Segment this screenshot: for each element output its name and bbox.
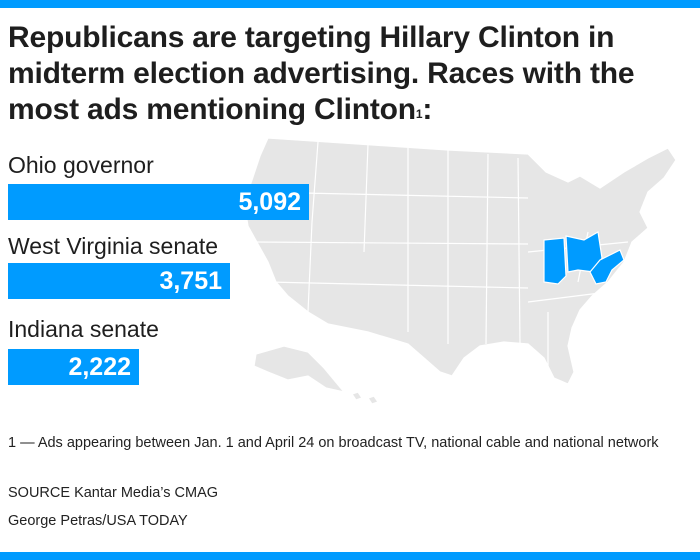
bar-west-virginia-senate <box>8 263 230 299</box>
chart-title-text: Republicans are targeting Hillary Clinto… <box>8 21 635 126</box>
us-map <box>243 137 677 405</box>
bottom-accent-bar <box>0 552 700 560</box>
source-line: SOURCE Kantar Media’s CMAG <box>8 485 219 501</box>
west-virginia-highlight <box>589 249 625 285</box>
chart-title: Republicans are targeting Hillary Clinto… <box>8 20 692 128</box>
bar-ohio-governor <box>8 184 309 220</box>
bar-indiana-senate <box>8 349 139 385</box>
title-suffix: : <box>422 93 433 126</box>
top-accent-bar <box>0 0 700 8</box>
title-footnote-mark: 1 <box>415 107 423 121</box>
bar-value-indiana-senate: 2,222 <box>68 353 131 381</box>
bar-value-west-virginia-senate: 3,751 <box>159 267 222 295</box>
indiana-highlight <box>543 237 567 285</box>
category-label-ohio-governor: Ohio governor <box>8 152 154 178</box>
category-label-indiana-senate: Indiana senate <box>8 316 159 342</box>
category-label-west-virginia-senate: West Virginia senate <box>8 233 219 259</box>
hawaii-shape <box>351 391 379 405</box>
footnote: 1 — Ads appearing between Jan. 1 and Apr… <box>8 435 659 451</box>
bar-value-ohio-governor: 5,092 <box>238 188 301 216</box>
credit-line: George Petras/USA TODAY <box>8 513 188 529</box>
us-mainland-shape <box>243 137 677 385</box>
state-border-lines <box>251 141 629 372</box>
alaska-shape <box>253 345 346 393</box>
